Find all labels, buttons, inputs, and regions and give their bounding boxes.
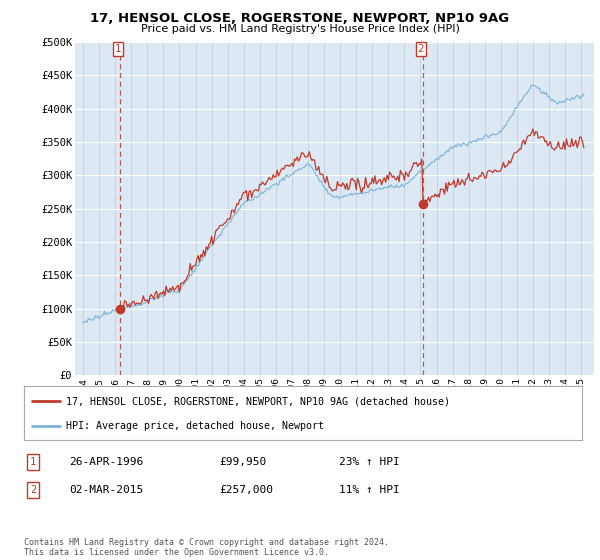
Text: 1: 1 xyxy=(30,457,36,467)
Text: 2: 2 xyxy=(418,44,424,54)
Text: 23% ↑ HPI: 23% ↑ HPI xyxy=(339,457,400,467)
Text: £257,000: £257,000 xyxy=(219,485,273,495)
Text: 26-APR-1996: 26-APR-1996 xyxy=(69,457,143,467)
Text: Price paid vs. HM Land Registry's House Price Index (HPI): Price paid vs. HM Land Registry's House … xyxy=(140,24,460,34)
Text: 1: 1 xyxy=(115,44,121,54)
Text: 02-MAR-2015: 02-MAR-2015 xyxy=(69,485,143,495)
Text: £99,950: £99,950 xyxy=(219,457,266,467)
Text: HPI: Average price, detached house, Newport: HPI: Average price, detached house, Newp… xyxy=(66,421,324,431)
Text: Contains HM Land Registry data © Crown copyright and database right 2024.
This d: Contains HM Land Registry data © Crown c… xyxy=(24,538,389,557)
Text: 11% ↑ HPI: 11% ↑ HPI xyxy=(339,485,400,495)
Text: 2: 2 xyxy=(30,485,36,495)
Text: 17, HENSOL CLOSE, ROGERSTONE, NEWPORT, NP10 9AG: 17, HENSOL CLOSE, ROGERSTONE, NEWPORT, N… xyxy=(91,12,509,25)
Text: 17, HENSOL CLOSE, ROGERSTONE, NEWPORT, NP10 9AG (detached house): 17, HENSOL CLOSE, ROGERSTONE, NEWPORT, N… xyxy=(66,396,450,407)
